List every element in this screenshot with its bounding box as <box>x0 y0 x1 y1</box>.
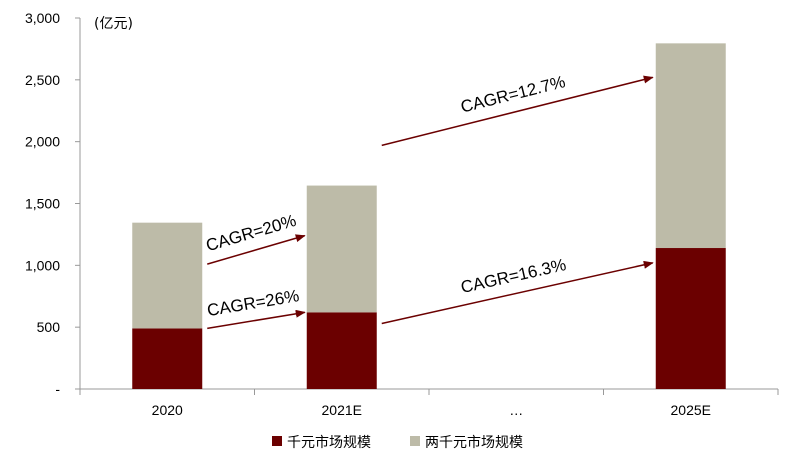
cagr-label: CAGR=12.7% <box>459 72 568 117</box>
cagr-arrow <box>207 309 306 330</box>
y-tick-label: 2,000 <box>25 134 60 150</box>
cagr-label: CAGR=20% <box>204 211 299 255</box>
y-tick-label: 1,000 <box>25 257 60 273</box>
bar-two-thousand-yuan-2025E <box>655 43 726 249</box>
x-tick-label: … <box>509 402 523 418</box>
legend-label: 千元市场规模 <box>287 434 371 451</box>
y-tick-label: 2,500 <box>25 72 60 88</box>
y-tick-label: 1,500 <box>25 196 60 212</box>
y-tick-label: 3,000 <box>25 10 60 26</box>
x-tick-label: 2021E <box>322 402 362 418</box>
y-tick-label: 500 <box>37 319 61 335</box>
cagr-label: CAGR=16.3% <box>459 255 568 297</box>
legend-swatch <box>272 436 282 446</box>
x-tick-label: 2025E <box>671 402 711 418</box>
legend-swatch <box>410 436 420 446</box>
unit-label: (亿元) <box>94 16 133 32</box>
legend-label: 两千元市场规模 <box>425 434 523 451</box>
bar-thousand-yuan-2021E <box>306 312 377 389</box>
cagr-arrow <box>207 234 306 265</box>
bar-two-thousand-yuan-2021E <box>306 185 377 313</box>
bars <box>132 43 726 389</box>
cagr-arrow <box>381 75 654 147</box>
legend: 千元市场规模 两千元市场规模 <box>272 434 523 451</box>
cagr-annotations: CAGR=20%CAGR=26%CAGR=12.7%CAGR=16.3% <box>204 72 654 330</box>
axes: - 500 1,000 1,500 2,000 2,500 3,000 (亿元) 2020 202… <box>25 10 779 418</box>
cagr-arrow <box>381 260 654 325</box>
bar-two-thousand-yuan-2020 <box>132 222 203 329</box>
y-tick-label: - <box>55 381 60 397</box>
bar-thousand-yuan-2020 <box>132 328 203 389</box>
bar-thousand-yuan-2025E <box>655 248 726 389</box>
x-tick-label: 2020 <box>152 402 183 418</box>
